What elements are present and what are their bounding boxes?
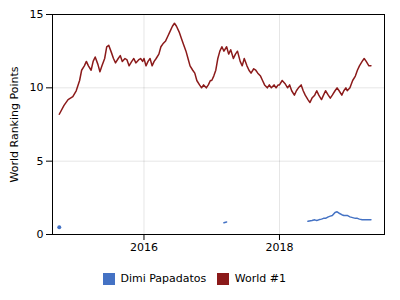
svg-text:10: 10 bbox=[30, 81, 44, 94]
svg-text:0: 0 bbox=[37, 228, 44, 241]
html-text:World #1: World #1 bbox=[234, 272, 287, 285]
html-text:Dimi Papadatos: Dimi Papadatos bbox=[120, 272, 207, 285]
svg-text:2016: 2016 bbox=[130, 241, 158, 254]
svg-text:5: 5 bbox=[37, 155, 44, 168]
svg-text:15: 15 bbox=[30, 8, 44, 21]
svg-text:World Ranking Points: World Ranking Points bbox=[8, 66, 21, 182]
svg-text:2018: 2018 bbox=[265, 241, 293, 254]
